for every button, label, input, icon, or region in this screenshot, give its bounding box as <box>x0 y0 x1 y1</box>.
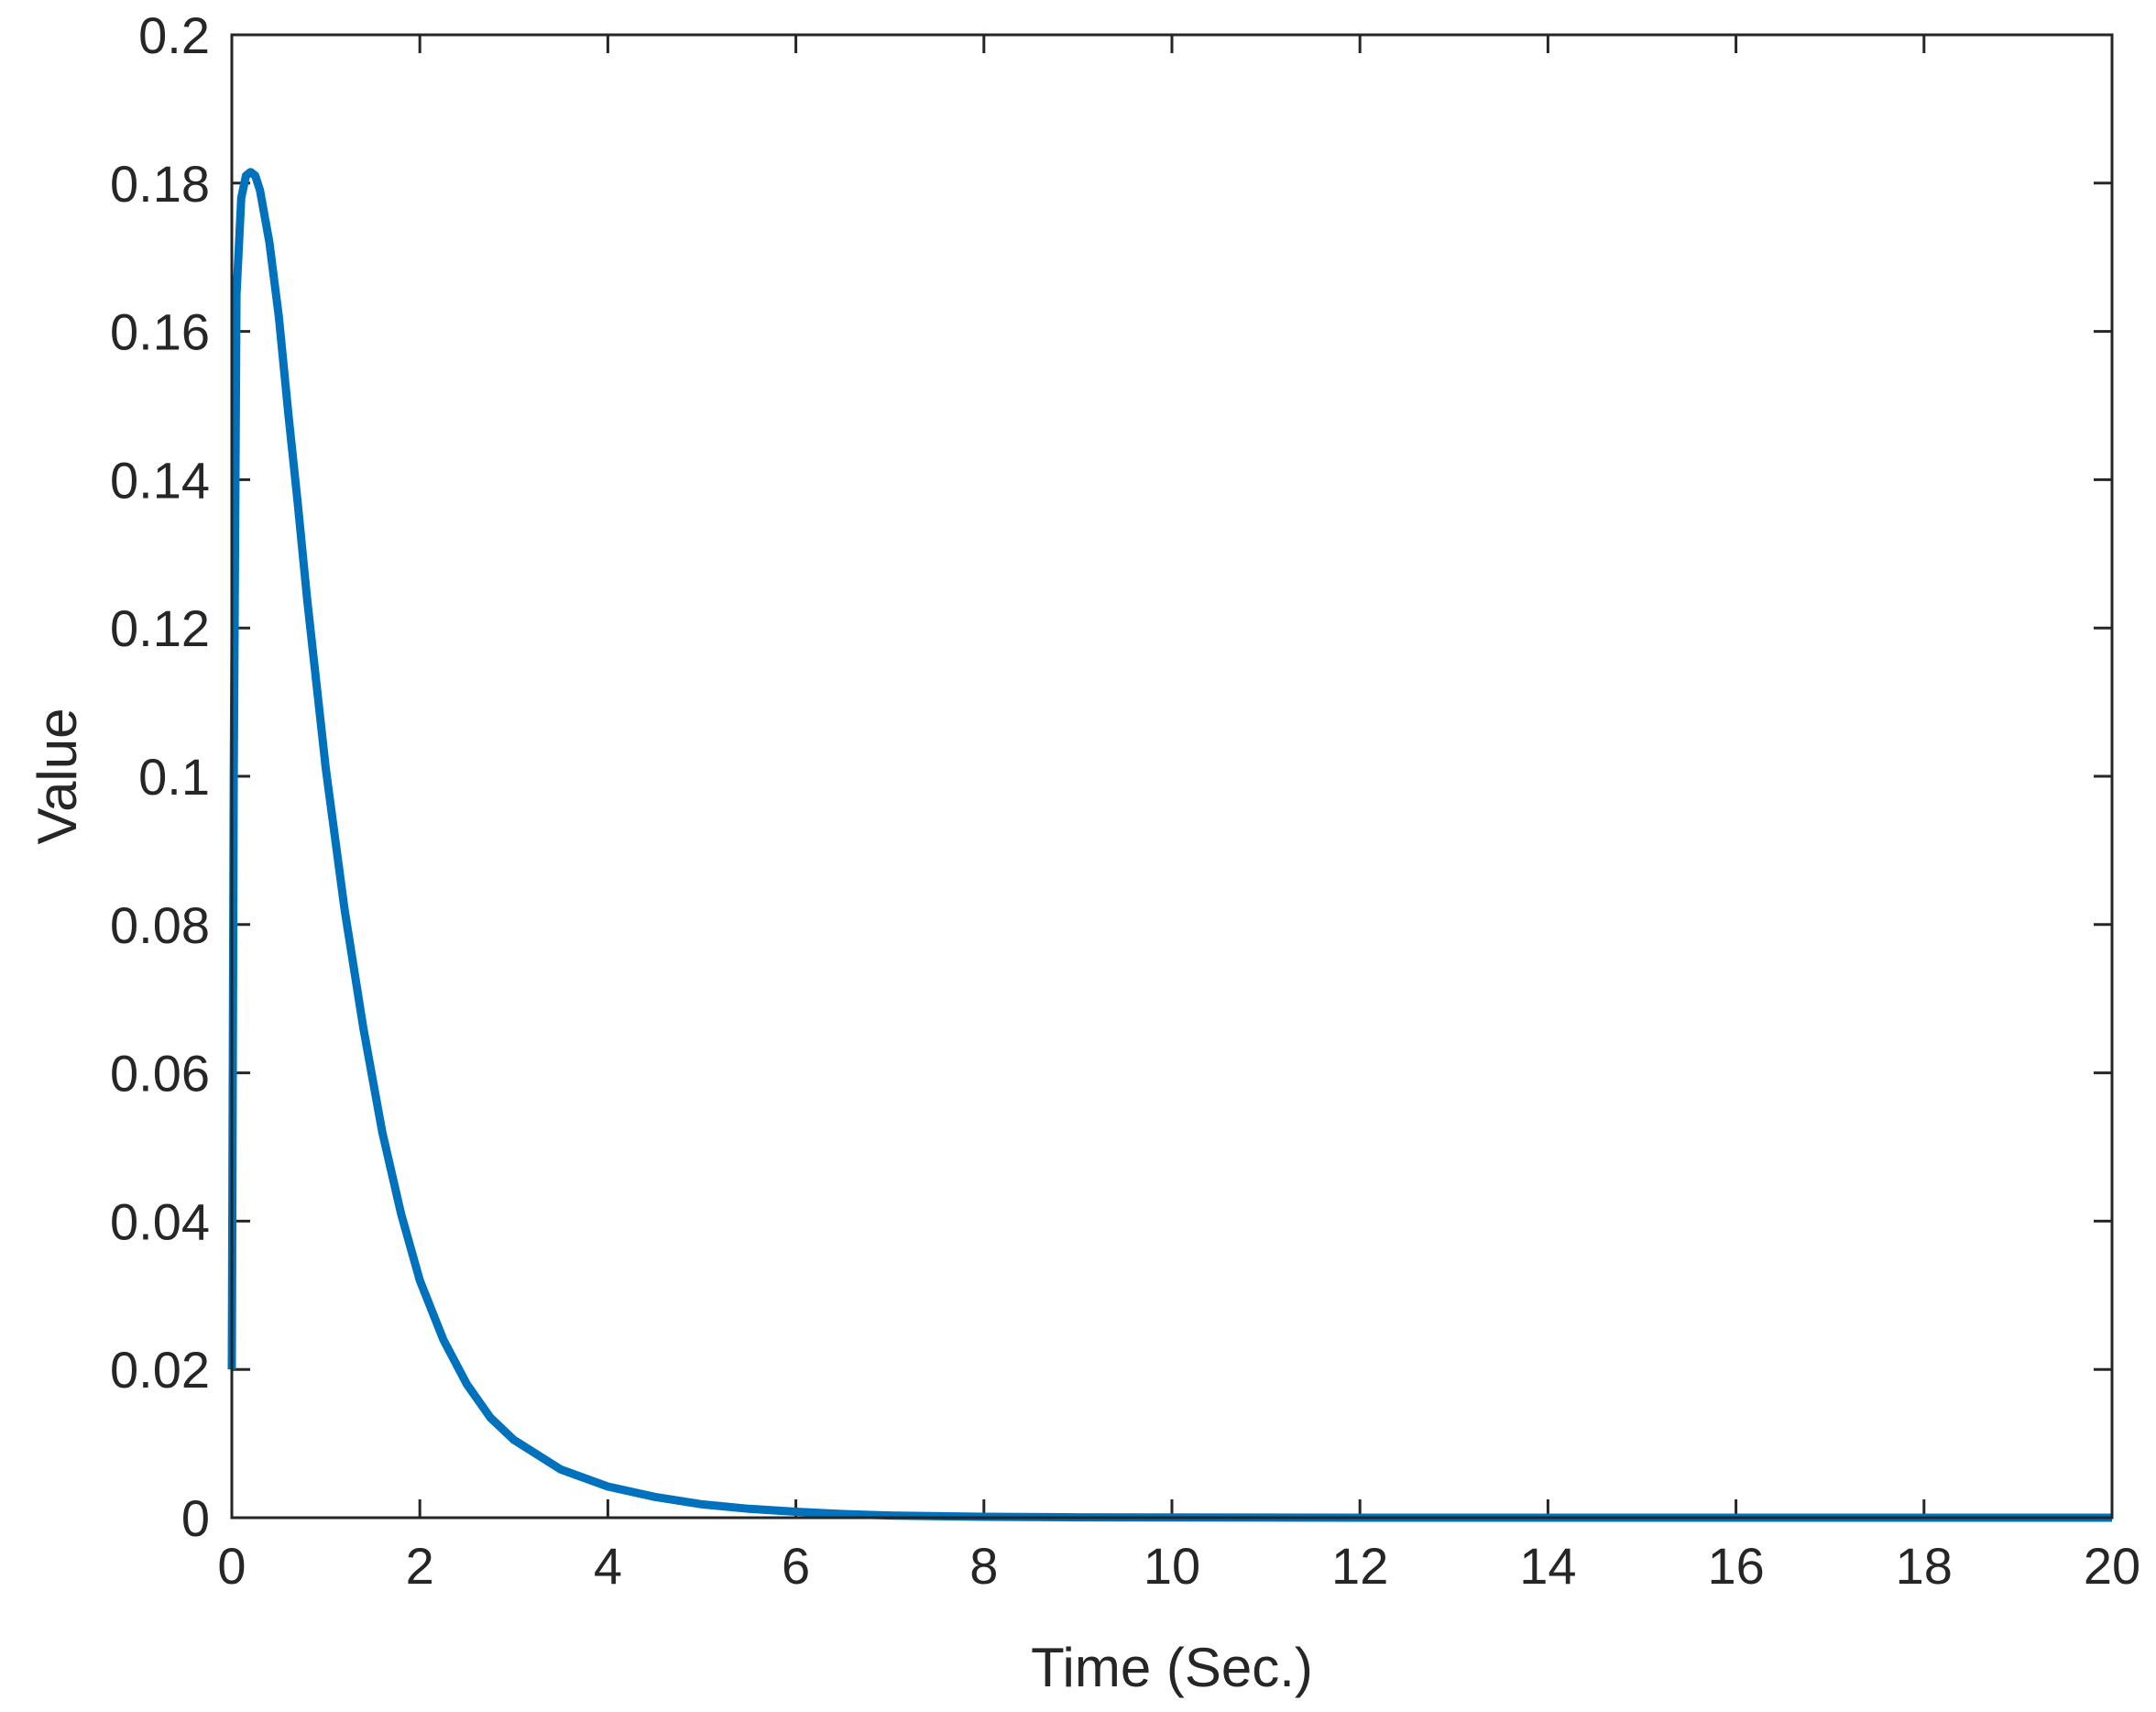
y-tick-label: 0.08 <box>110 896 210 954</box>
y-tick-label: 0.16 <box>110 303 210 361</box>
x-tick-label: 4 <box>594 1537 622 1595</box>
x-axis-label: Time (Sec.) <box>1031 1637 1313 1698</box>
y-tick-label: 0.12 <box>110 599 210 657</box>
y-tick-label: 0.14 <box>110 451 210 509</box>
x-tick-label: 10 <box>1144 1537 1200 1595</box>
y-tick-label: 0.06 <box>110 1045 210 1103</box>
y-tick-label: 0.1 <box>138 748 210 806</box>
y-tick-label: 0.02 <box>110 1341 210 1399</box>
x-tick-label: 2 <box>406 1537 434 1595</box>
y-tick-labels: 0 0.02 0.04 0.06 0.08 0.1 0.12 0.14 0.16 0.18 0.2 <box>110 6 210 1547</box>
y-axis-label: Value <box>27 708 88 844</box>
x-tick-label: 12 <box>1331 1537 1388 1595</box>
y-tick-label: 0.18 <box>110 155 210 213</box>
x-tick-label: 6 <box>782 1537 810 1595</box>
y-tick-label: 0 <box>181 1489 210 1547</box>
y-tick-label: 0.2 <box>138 6 210 64</box>
x-tick-label: 14 <box>1519 1537 1576 1595</box>
x-tick-label: 18 <box>1896 1537 1953 1595</box>
x-tick-label: 8 <box>969 1537 998 1595</box>
x-tick-label: 20 <box>2084 1537 2140 1595</box>
x-tick-label: 16 <box>1707 1537 1764 1595</box>
plot-frame <box>230 33 2114 1520</box>
x-tick-labels: 0 2 4 6 8 10 12 14 16 18 20 <box>217 1537 2140 1595</box>
x-tick-label: 0 <box>217 1537 246 1595</box>
y-tick-label: 0.04 <box>110 1192 210 1250</box>
